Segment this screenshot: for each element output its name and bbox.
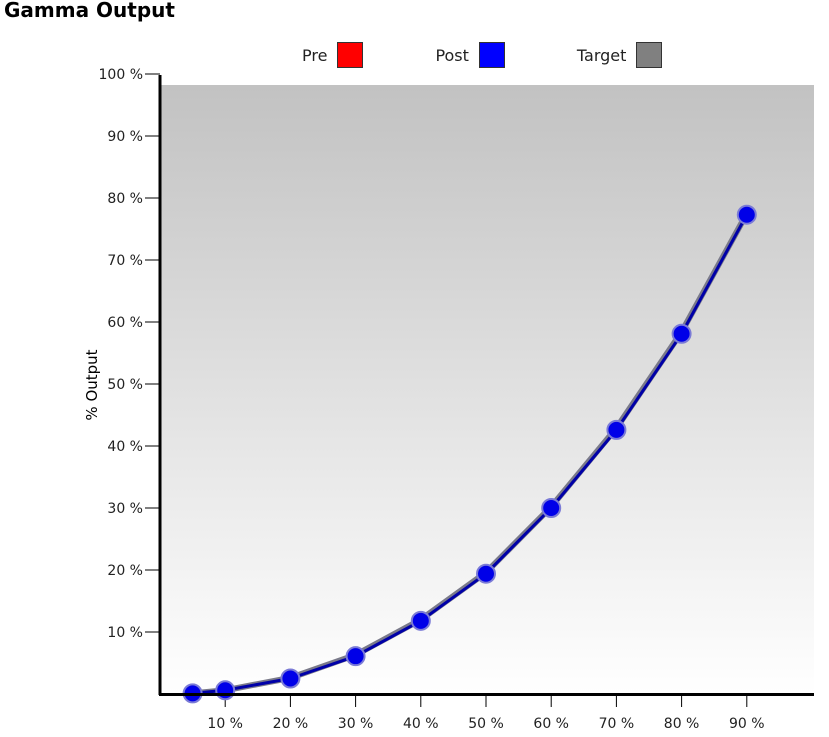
x-tick-label: 60 %	[533, 716, 569, 732]
series-post-point	[606, 419, 627, 440]
series-post-point	[476, 563, 496, 584]
series-post-point	[541, 498, 562, 518]
y-tick-label: 60 %	[107, 315, 143, 331]
legend-label-post: Post	[435, 45, 469, 65]
legend-item-post: Post	[435, 42, 505, 68]
x-tick-label: 50 %	[468, 716, 504, 732]
legend-item-pre: Pre	[302, 42, 364, 68]
legend-label-pre: Pre	[302, 45, 328, 65]
y-tick-label: 70 %	[107, 253, 143, 269]
x-tick-label: 90 %	[729, 716, 765, 732]
y-tick-label: 50 %	[107, 377, 143, 393]
y-tick-label: 40 %	[107, 439, 143, 455]
x-tick-label: 10 %	[207, 716, 243, 732]
x-axis-ticks: 10 % 20 % 30 % 40 % 50 % 60 % 70 % 80 % 90 %	[207, 694, 765, 732]
y-tick-label: 80 %	[107, 191, 143, 207]
x-tick-label: 40 %	[403, 716, 439, 732]
legend-swatch-pre	[337, 42, 364, 68]
plot-background	[161, 85, 814, 694]
legend-item-target: Target	[577, 42, 663, 68]
x-tick-label: 80 %	[664, 716, 700, 732]
y-tick-label: 90 %	[107, 129, 143, 145]
x-tick-label: 20 %	[273, 716, 309, 732]
y-tick-label: 100 %	[99, 67, 143, 83]
series-post-point	[215, 680, 236, 701]
series-post-point	[410, 610, 431, 631]
y-tick-label: 30 %	[107, 501, 143, 517]
legend-swatch-post	[478, 42, 505, 68]
legend: Pre Post Target	[302, 40, 663, 70]
y-axis-ticks: 10 % 20 % 30 % 40 % 50 % 60 % 70 % 80 % 90 % 100 …	[99, 67, 160, 641]
series-post-point	[671, 323, 692, 344]
legend-label-target: Target	[576, 45, 627, 65]
chart-title: Gamma Output	[4, 0, 175, 22]
x-tick-label: 30 %	[338, 716, 374, 732]
series-post-point	[280, 668, 301, 689]
series-post-point	[345, 646, 366, 667]
series-post-point	[736, 204, 757, 225]
y-tick-label: 10 %	[107, 625, 143, 641]
x-tick-label: 70 %	[599, 716, 635, 732]
y-axis-label: % Output	[83, 349, 101, 420]
legend-swatch-target	[636, 42, 663, 68]
y-tick-label: 20 %	[107, 563, 143, 579]
series-post-line	[191, 213, 749, 695]
